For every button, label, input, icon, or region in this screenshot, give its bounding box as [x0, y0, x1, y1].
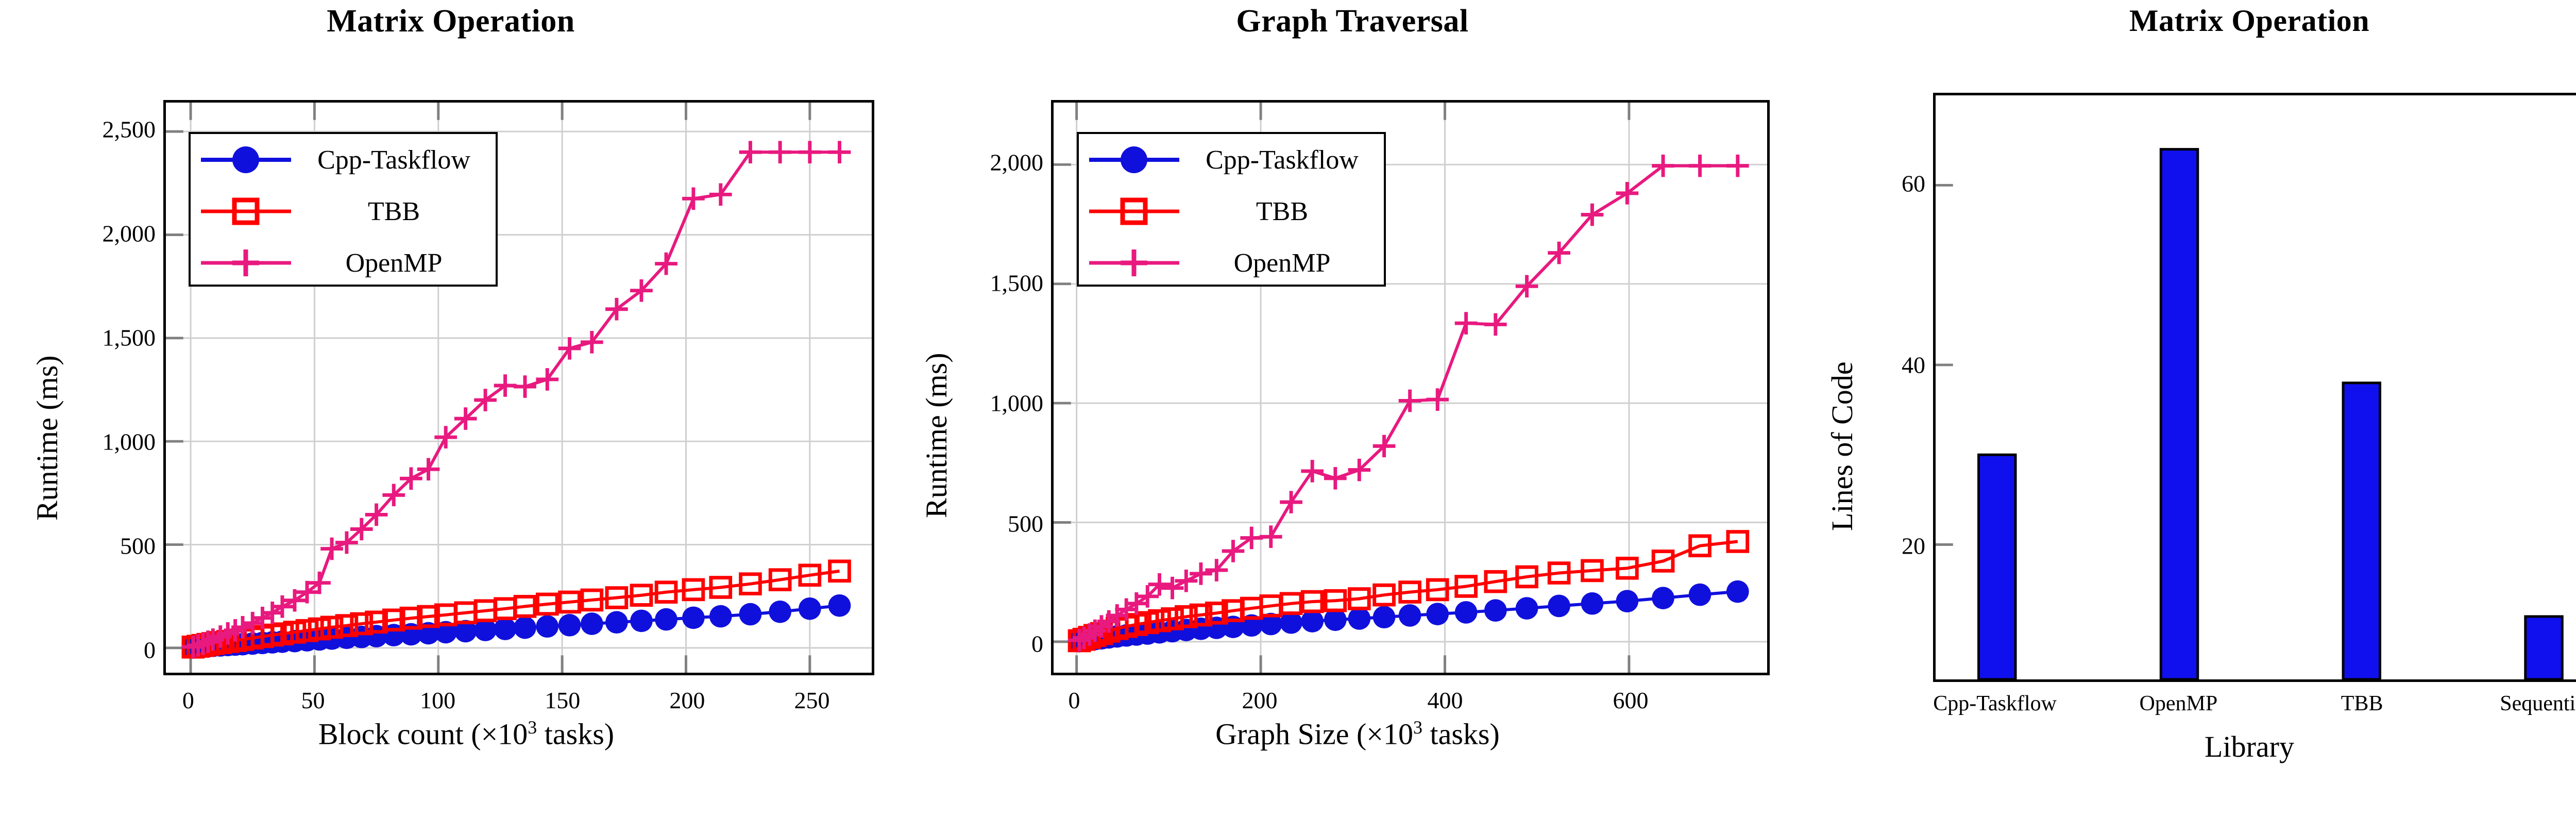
y-tick-label: 2,000 — [102, 220, 156, 247]
x-tick-label: 250 — [794, 687, 830, 713]
y-tick-label: 2,000 — [990, 149, 1044, 176]
y-tick-label: 1,500 — [102, 324, 156, 351]
y-tick-label: 1,000 — [102, 428, 156, 455]
y-tick-label: 500 — [120, 532, 156, 559]
panel-graph-traversal-runtime: Graph Traversal Runtime (ms) Graph Size … — [902, 0, 1803, 816]
legend-row: OpenMP — [1079, 237, 1384, 289]
category-label: OpenMP — [2139, 692, 2218, 715]
y-tick-label: 500 — [1008, 510, 1043, 537]
legend-label: OpenMP — [1233, 248, 1331, 278]
open-square-icon — [191, 186, 301, 237]
legend-label: Cpp-Taskflow — [1206, 145, 1359, 175]
x-tick-label: 400 — [1427, 687, 1463, 713]
y-tick-label: 0 — [1031, 630, 1043, 657]
x-tick-label: 200 — [669, 687, 705, 713]
y-axis-label: Lines of Code — [1825, 361, 1859, 531]
y-tick-label: 60 — [1902, 170, 1925, 197]
y-tick-label: 20 — [1902, 532, 1925, 559]
legend-label: Cpp-Taskflow — [317, 145, 470, 175]
panel-title: Matrix Operation — [327, 4, 575, 39]
legend-row: Cpp-Taskflow — [191, 134, 496, 186]
category-label: Cpp-Taskflow — [1933, 692, 2057, 715]
x-tick-label: 50 — [301, 687, 325, 713]
y-tick-label: 1,000 — [990, 390, 1044, 417]
x-tick-label: 0 — [1068, 687, 1080, 713]
filled-circle-icon — [1079, 134, 1190, 186]
panel-title: Graph Traversal — [1236, 4, 1469, 39]
y-tick-label: 2,500 — [102, 116, 156, 143]
open-square-icon — [1079, 186, 1190, 237]
panel-matrix-operation-runtime: Matrix Operation Runtime (ms) Block coun… — [0, 0, 902, 816]
legend-label: TBB — [1256, 196, 1309, 226]
legend-box: Cpp-Taskflow TBB OpenMP — [1077, 132, 1386, 287]
x-tick-label: 150 — [545, 687, 581, 713]
legend-box: Cpp-Taskflow TBB OpenMP — [189, 132, 498, 287]
plus-icon — [191, 237, 301, 289]
plus-icon — [1079, 237, 1190, 289]
x-axis-label: Library — [2205, 730, 2294, 763]
x-tick-label: 100 — [420, 687, 456, 713]
legend-row: OpenMP — [191, 237, 496, 289]
x-tick-label: 0 — [182, 687, 194, 713]
category-label: TBB — [2341, 692, 2383, 715]
bar-chart-canvas — [1936, 148, 2564, 681]
legend-row: TBB — [191, 186, 496, 237]
legend-label: TBB — [367, 196, 420, 226]
y-tick-label: 0 — [144, 637, 156, 663]
panel-matrix-operation-loc: Matrix Operation Lines of Code Library 2… — [1803, 0, 2576, 816]
y-axis-label: Runtime (ms) — [920, 353, 953, 518]
y-tick-label: 1,500 — [990, 270, 1044, 296]
legend-label: OpenMP — [345, 248, 443, 278]
x-tick-label: 600 — [1613, 687, 1649, 713]
x-axis-label: Graph Size (×103 tasks) — [1215, 717, 1500, 751]
legend-row: Cpp-Taskflow — [1079, 134, 1384, 186]
plot-area — [1933, 93, 2576, 682]
panel-title: Matrix Operation — [2129, 4, 2370, 38]
filled-circle-icon — [191, 134, 301, 186]
x-tick-label: 200 — [1242, 687, 1278, 713]
x-axis-label: Block count (×103 tasks) — [318, 717, 615, 751]
legend-row: TBB — [1079, 186, 1384, 237]
y-tick-label: 40 — [1902, 352, 1925, 378]
category-label: Sequential — [2500, 692, 2576, 715]
